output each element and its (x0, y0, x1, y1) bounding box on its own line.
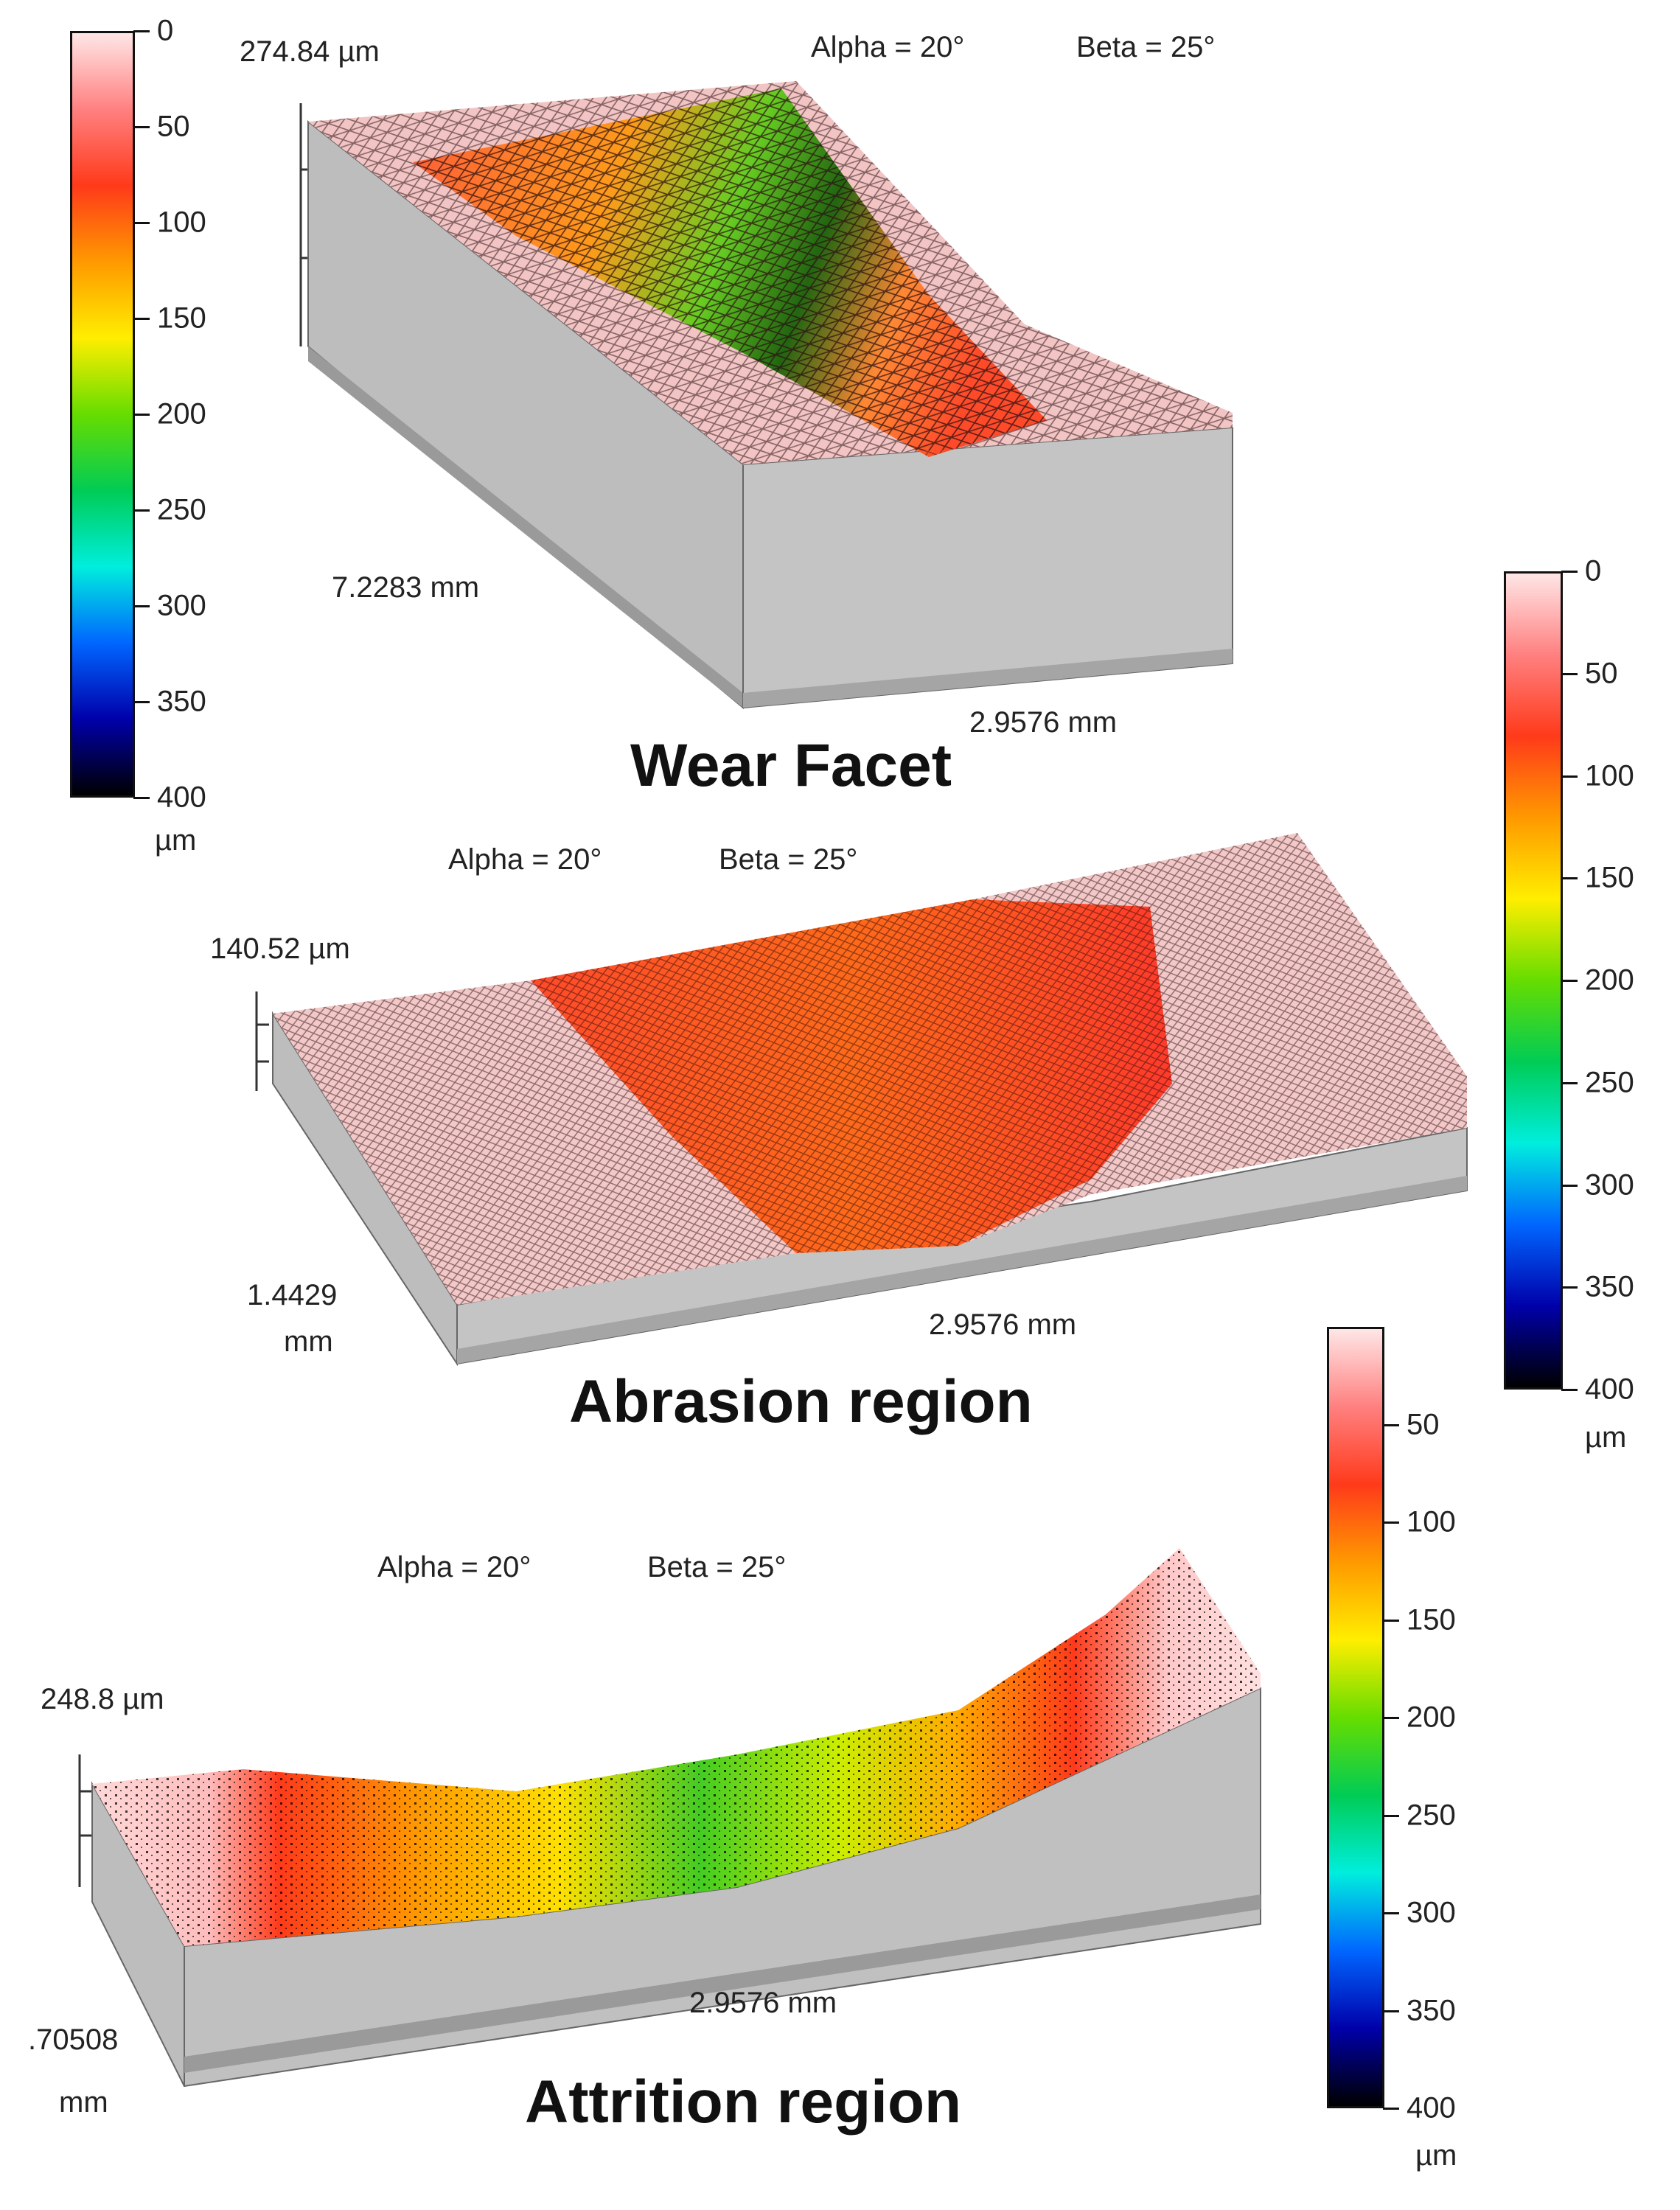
wear-facet-title: Wear Facet (630, 732, 952, 799)
colorbar-abrasion (1504, 571, 1563, 1390)
colorbar-tick (133, 222, 150, 224)
wear-facet-alpha: Alpha = 20° (811, 31, 965, 63)
colorbar-tick (1383, 1717, 1399, 1719)
colorbar-tick-label: 300 (157, 589, 206, 622)
abrasion-width-label: 2.9576 mm (929, 1308, 1077, 1341)
colorbar-tick-label: 400 (1407, 2091, 1456, 2124)
colorbar-tick (133, 605, 150, 607)
colorbar-tick (1383, 1619, 1399, 1622)
abrasion-height-label: 140.52 µm (210, 933, 350, 965)
colorbar-wear-facet-unit: µm (155, 824, 197, 857)
colorbar-tick (1561, 1389, 1578, 1391)
colorbar-tick (1561, 1286, 1578, 1289)
attrition-title: Attrition region (525, 2068, 962, 2136)
colorbar-gradient (1329, 1329, 1382, 2106)
colorbar-gradient (1506, 574, 1561, 1387)
colorbar-tick-label: 50 (1407, 1408, 1440, 1440)
colorbar-wear-facet (70, 31, 135, 798)
colorbar-gradient (72, 33, 133, 795)
wear-facet-beta: Beta = 25° (1076, 31, 1216, 63)
colorbar-tick-label: 50 (1585, 657, 1618, 690)
colorbar-tick-label: 100 (1407, 1505, 1456, 1538)
colorbar-tick (1383, 2009, 1399, 2012)
wear-facet-depth-label: 7.2283 mm (332, 571, 480, 604)
colorbar-attrition-unit: µm (1415, 2139, 1457, 2172)
colorbar-tick-label: 200 (157, 397, 206, 431)
colorbar-tick-label: 300 (1585, 1168, 1634, 1201)
colorbar-tick (1561, 672, 1578, 675)
attrition-alpha: Alpha = 20° (377, 1551, 531, 1583)
colorbar-tick-label: 100 (1585, 759, 1634, 792)
colorbar-tick-label: 250 (157, 493, 206, 526)
colorbar-tick-label: 200 (1407, 1701, 1456, 1734)
colorbar-tick (133, 701, 150, 703)
colorbar-tick-label: 0 (1585, 554, 1602, 588)
colorbar-tick (1383, 2108, 1399, 2110)
colorbar-tick (1561, 980, 1578, 982)
attrition-surface (78, 1548, 1261, 2088)
abrasion-depth-unit: mm (284, 1325, 333, 1358)
abrasion-beta: Beta = 25° (719, 843, 858, 876)
abrasion-alpha: Alpha = 20° (448, 843, 602, 876)
colorbar-tick (133, 797, 150, 799)
colorbar-tick-label: 150 (1407, 1603, 1456, 1636)
colorbar-tick (1383, 1912, 1399, 1914)
colorbar-tick (133, 414, 150, 416)
colorbar-tick-label: 250 (1585, 1066, 1634, 1099)
colorbar-tick-label: 300 (1407, 1896, 1456, 1929)
attrition-width-label: 2.9576 mm (689, 1987, 837, 2019)
colorbar-tick-label: 250 (1407, 1799, 1456, 1831)
colorbar-tick-label: 350 (1407, 1994, 1456, 2026)
colorbar-tick-label: 350 (157, 685, 206, 718)
attrition-depth-label: .70508 (28, 2023, 119, 2056)
wear-facet-width-label: 2.9576 mm (969, 706, 1118, 739)
colorbar-tick (133, 30, 150, 32)
attrition-depth-unit: mm (59, 2086, 108, 2119)
colorbar-tick-label: 50 (157, 110, 190, 143)
colorbar-tick-label: 150 (157, 301, 206, 335)
colorbar-tick (1383, 1521, 1399, 1524)
colorbar-tick-label: 350 (1585, 1270, 1634, 1303)
wear-facet-height-label: 274.84 µm (240, 35, 380, 68)
colorbar-abrasion-unit: µm (1585, 1421, 1627, 1454)
abrasion-surface (255, 833, 1468, 1367)
colorbar-tick (1561, 571, 1578, 573)
colorbar-tick (1561, 1081, 1578, 1084)
colorbar-tick-label: 0 (157, 14, 174, 47)
colorbar-tick (133, 509, 150, 512)
abrasion-depth-label: 1.4429 (247, 1279, 338, 1311)
colorbar-tick (1561, 1184, 1578, 1187)
colorbar-tick (1561, 877, 1578, 880)
attrition-beta: Beta = 25° (647, 1551, 787, 1583)
colorbar-tick (1383, 1814, 1399, 1817)
wear-facet-surface (299, 81, 1233, 710)
colorbar-tick (1383, 1423, 1399, 1426)
colorbar-tick (133, 318, 150, 320)
colorbar-attrition (1327, 1327, 1384, 2108)
attrition-height-label: 248.8 µm (41, 1683, 164, 1715)
colorbar-tick-label: 400 (157, 781, 206, 814)
colorbar-tick-label: 400 (1585, 1373, 1634, 1406)
colorbar-tick-label: 100 (157, 206, 206, 239)
abrasion-title: Abrasion region (569, 1368, 1033, 1435)
colorbar-tick-label: 200 (1585, 963, 1634, 997)
colorbar-tick-label: 150 (1585, 861, 1634, 894)
colorbar-tick (133, 126, 150, 128)
colorbar-tick (1561, 775, 1578, 778)
